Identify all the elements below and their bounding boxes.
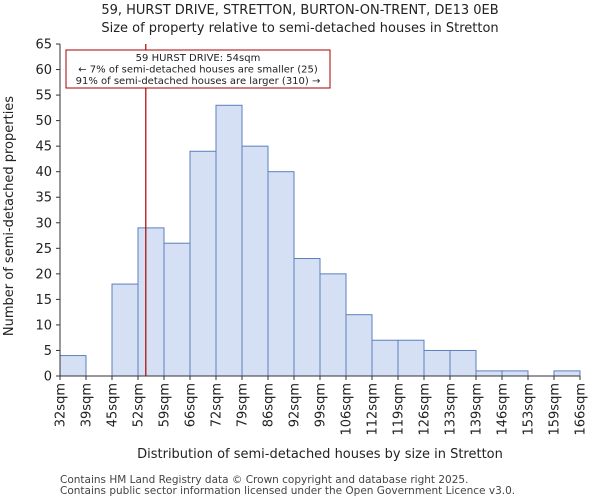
x-tick-label: 86sqm: [262, 383, 277, 427]
x-tick-label: 59sqm: [158, 383, 173, 427]
bar-32sqm: [59, 355, 87, 377]
y-tick-label: 50: [35, 114, 52, 129]
annotation-line-1: 59 HURST DRIVE: 54sqm: [136, 53, 261, 64]
bars-group: [59, 104, 581, 377]
bar-112sqm: [371, 339, 399, 377]
chart-title-address: 59, HURST DRIVE, STRETTON, BURTON-ON-TRE…: [101, 3, 499, 18]
x-tick-label: 159sqm: [548, 383, 563, 436]
y-tick-label: 25: [35, 242, 52, 257]
y-ticks-group: 0 5 10 15 20 25 30 35 40 45 50 55 60 65: [35, 38, 60, 385]
x-tick-label: 92sqm: [288, 383, 303, 427]
y-tick-label: 30: [35, 216, 52, 231]
bar-92sqm: [293, 258, 321, 377]
x-tick-label: 39sqm: [80, 383, 95, 427]
x-tick-label: 126sqm: [418, 383, 433, 436]
bar-133sqm: [449, 349, 477, 377]
x-tick-label: 45sqm: [106, 383, 121, 427]
x-tick-label: 133sqm: [444, 383, 459, 436]
bar-139sqm: [475, 370, 503, 377]
x-tick-label: 52sqm: [132, 383, 147, 427]
marker-group: 59 HURST DRIVE: 54sqm← 7% of semi-detach…: [65, 44, 331, 376]
y-tick-label: 5: [44, 344, 52, 359]
x-tick-label: 112sqm: [366, 383, 381, 436]
bar-72sqm: [215, 104, 243, 377]
y-tick-label: 40: [35, 165, 52, 180]
annotation-box: [65, 49, 331, 89]
x-tick-label: 153sqm: [522, 383, 537, 436]
y-tick-label: 15: [35, 293, 52, 308]
x-tick-label: 79sqm: [236, 383, 251, 427]
x-tick-label: 32sqm: [54, 383, 69, 427]
bar-159sqm: [553, 370, 581, 377]
x-tick-label: 119sqm: [392, 383, 407, 436]
y-tick-label: 55: [35, 89, 52, 104]
y-tick-label: 35: [35, 191, 52, 206]
bar-146sqm: [501, 370, 529, 377]
annotation-line-2: ← 7% of semi-detached houses are smaller…: [78, 65, 318, 76]
bar-126sqm: [423, 349, 451, 377]
x-tick-label: 146sqm: [496, 383, 511, 436]
x-tick-label: 106sqm: [340, 383, 355, 436]
annotation-line-3: 91% of semi-detached houses are larger (…: [76, 76, 321, 87]
chart-title-subtitle: Size of property relative to semi-detach…: [101, 21, 499, 36]
x-axis-label: Distribution of semi-detached houses by …: [137, 447, 503, 462]
bar-79sqm: [241, 145, 269, 377]
x-tick-label: 99sqm: [314, 383, 329, 427]
bar-59sqm: [163, 242, 191, 377]
footer-copyright: Contains HM Land Registry data © Crown c…: [60, 474, 469, 486]
bar-45sqm: [111, 283, 139, 377]
y-tick-label: 0: [44, 370, 52, 385]
y-tick-label: 10: [35, 318, 52, 333]
x-tick-label: 72sqm: [210, 383, 225, 427]
bar-52sqm: [137, 227, 165, 377]
bar-106sqm: [345, 314, 373, 377]
bar-66sqm: [189, 150, 217, 377]
y-tick-label: 60: [35, 63, 52, 78]
x-tick-label: 66sqm: [184, 383, 199, 427]
y-axis-label: Number of semi-detached properties: [2, 96, 17, 336]
bar-119sqm: [397, 339, 425, 377]
x-tick-label: 139sqm: [470, 383, 485, 436]
y-tick-label: 20: [35, 267, 52, 282]
bar-99sqm: [319, 273, 347, 377]
y-tick-label: 65: [35, 38, 52, 53]
x-ticks-group: 32sqm 39sqm 45sqm 52sqm 59sqm 66sqm 72sqm 79sqm…: [54, 376, 589, 436]
footer-licence: Contains public sector information licen…: [60, 485, 516, 497]
y-tick-label: 45: [35, 140, 52, 155]
x-tick-label: 166sqm: [574, 383, 589, 436]
bar-86sqm: [267, 171, 295, 377]
